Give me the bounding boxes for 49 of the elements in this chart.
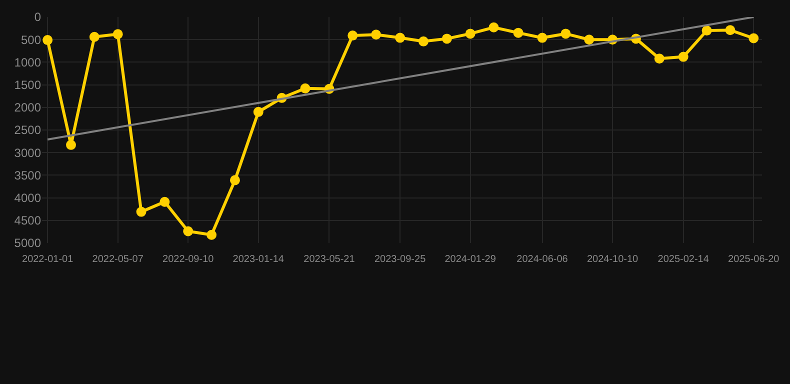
point	[442, 34, 452, 44]
x-tick-label: 2023-09-25	[374, 254, 426, 265]
y-tick-label: 500	[20, 32, 42, 47]
point	[537, 32, 548, 43]
point	[748, 33, 759, 44]
point	[89, 32, 100, 42]
y-tick-label: 1000	[14, 55, 42, 70]
y-tick-label: 4000	[14, 191, 42, 205]
y-tick-label: 1500	[14, 78, 42, 92]
point	[136, 206, 146, 217]
point	[371, 30, 382, 40]
y-tick-label: 0	[34, 10, 42, 24]
y-tick-label: 5000	[14, 236, 42, 250]
x-tick-label: 2025-02-14	[658, 254, 710, 265]
point	[160, 196, 170, 207]
x-tick-label: 2022-09-10	[162, 254, 214, 265]
point	[348, 30, 358, 41]
point	[206, 230, 217, 240]
x-tick-label: 2024-06-06	[516, 254, 568, 265]
point	[488, 22, 499, 32]
x-tick-label: 2024-10-10	[586, 254, 639, 265]
point	[654, 54, 664, 64]
point	[725, 25, 736, 36]
point	[253, 106, 264, 117]
point	[300, 83, 310, 94]
y-tick-label: 3500	[14, 168, 42, 182]
point	[418, 36, 428, 46]
x-tick-label: 2022-01-01	[22, 254, 74, 265]
point	[702, 26, 712, 36]
x-tick-label: 2024-01-29	[444, 254, 496, 265]
point	[678, 52, 688, 62]
y-tick-label: 3000	[14, 146, 42, 160]
point	[230, 175, 240, 186]
point	[465, 28, 476, 39]
y-tick-label: 2000	[14, 100, 42, 115]
y-tick-label: 2500	[14, 123, 42, 138]
x-tick-label: 2022-05-07	[92, 254, 144, 265]
x-tick-label: 2025-06-20	[728, 254, 780, 265]
point	[513, 28, 524, 38]
point	[395, 32, 406, 43]
point	[584, 34, 594, 45]
y-tick-label: 4500	[14, 214, 42, 228]
x-tick-label: 2023-05-21	[304, 254, 356, 265]
point	[112, 29, 123, 40]
point	[183, 226, 194, 236]
x-tick-label: 2023-01-14	[232, 254, 284, 265]
point	[66, 140, 76, 150]
point	[42, 35, 53, 46]
point	[560, 28, 571, 39]
